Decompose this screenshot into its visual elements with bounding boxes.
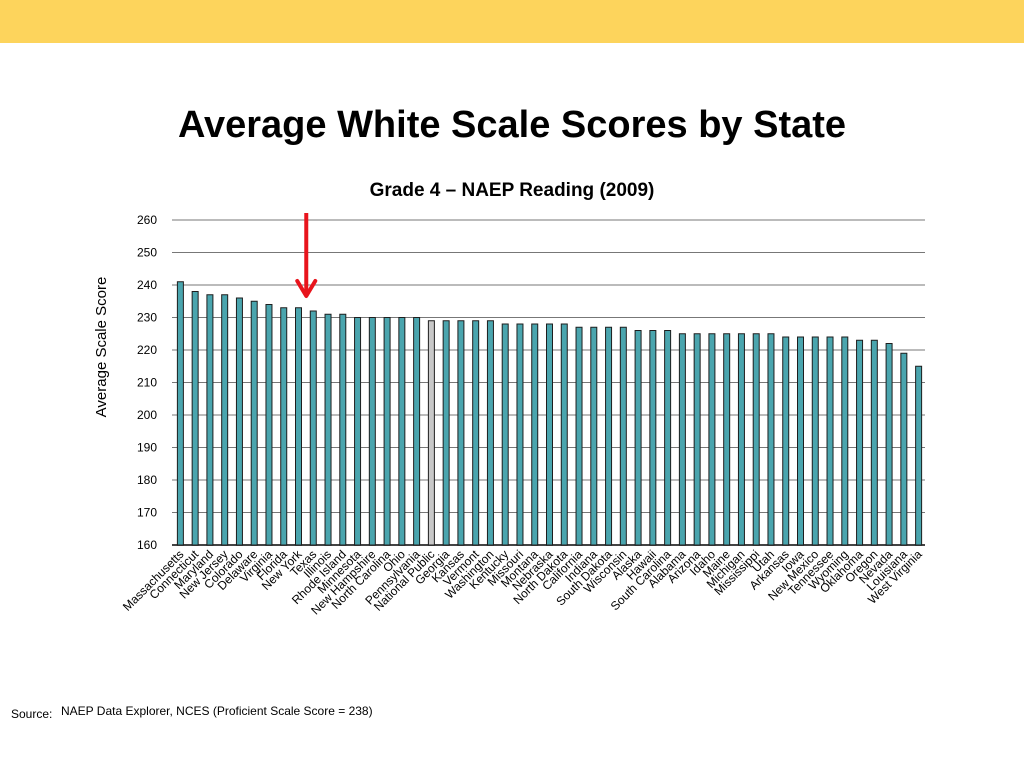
source-text: NAEP Data Explorer, NCES (Proficient Sca… [61, 704, 373, 718]
bar [767, 333, 775, 546]
bar [560, 323, 568, 546]
bar [235, 297, 243, 546]
bar [413, 317, 421, 546]
bar [206, 294, 214, 546]
bar [176, 281, 184, 546]
bar [339, 313, 347, 546]
bar [693, 333, 701, 546]
bar [826, 336, 834, 546]
bar [501, 323, 509, 546]
y-tick-label: 220 [137, 343, 157, 357]
bar [457, 320, 465, 546]
bar [708, 333, 716, 546]
bar [915, 365, 923, 546]
bar [811, 336, 819, 546]
bar [265, 304, 273, 546]
bar [427, 320, 435, 546]
bar [295, 307, 302, 546]
bar [324, 313, 332, 546]
bar [221, 294, 229, 546]
bar [486, 320, 494, 546]
bar [605, 326, 613, 546]
y-tick-labels: 160 170 180 190 200 210 220 230 240 250 260 [137, 213, 157, 552]
y-tick-label: 160 [137, 538, 157, 552]
bar [472, 320, 480, 546]
y-tick-label: 170 [137, 506, 157, 520]
bar [752, 333, 760, 546]
bar [619, 326, 627, 546]
bar [531, 323, 539, 546]
bar [309, 310, 317, 546]
bar [856, 339, 864, 546]
bar [900, 352, 908, 546]
bar [383, 317, 391, 546]
bar [442, 320, 450, 546]
bar [546, 323, 553, 546]
chart-title: Grade 4 – NAEP Reading (2009) [370, 180, 655, 201]
bar [368, 317, 376, 546]
source-label: Source: [11, 707, 53, 721]
arrow-head [295, 279, 318, 298]
y-tick-label: 210 [137, 376, 157, 390]
bars [176, 281, 923, 546]
bar [737, 333, 745, 546]
y-tick-label: 180 [137, 473, 157, 487]
bar [649, 330, 657, 546]
bar [191, 291, 199, 546]
y-tick-label: 200 [137, 408, 157, 422]
y-tick-label: 190 [137, 441, 157, 455]
y-axis-label: Average Scale Score [93, 277, 110, 418]
bar [870, 339, 878, 546]
bar [723, 333, 731, 546]
bar [885, 343, 893, 546]
bar [398, 317, 406, 546]
highlight-arrow-icon [295, 213, 318, 298]
bar [575, 326, 583, 546]
bar [664, 330, 672, 546]
bar [354, 317, 362, 546]
y-tick-label: 240 [137, 278, 157, 292]
bar [250, 300, 258, 546]
slide-title: Average White Scale Scores by State [177, 104, 847, 146]
bar [516, 323, 524, 546]
bar [280, 307, 288, 546]
bar [841, 336, 849, 546]
bar [797, 336, 804, 546]
y-tick-label: 260 [137, 213, 157, 227]
bar [782, 336, 790, 546]
bar [590, 326, 598, 546]
bar [634, 330, 642, 546]
y-tick-label: 250 [137, 246, 157, 260]
bar [678, 333, 686, 546]
y-tick-label: 230 [137, 311, 157, 325]
top-banner [0, 0, 1024, 43]
